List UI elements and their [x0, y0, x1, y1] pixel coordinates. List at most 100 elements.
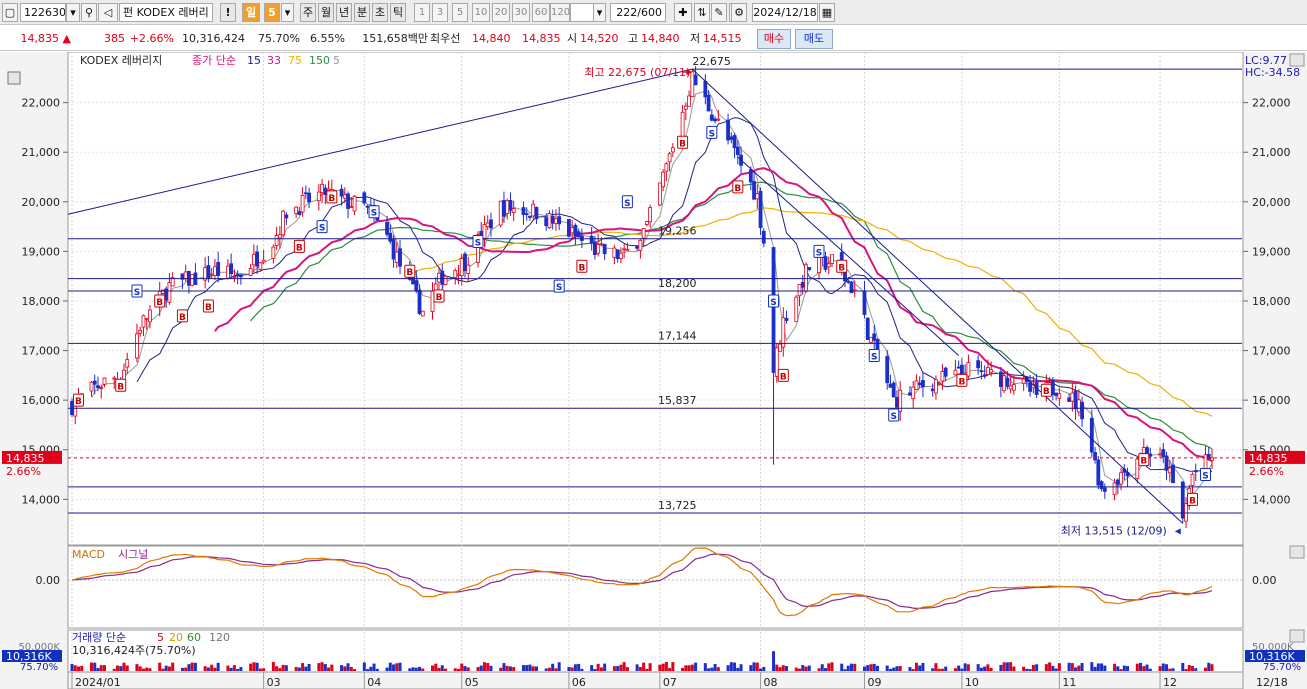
candle-body [284, 214, 289, 219]
period-button-4[interactable]: 초 [372, 3, 388, 22]
candle-body [635, 245, 640, 249]
minute-step-1[interactable]: 1 [414, 3, 430, 22]
volume-bar [171, 662, 175, 671]
volume-bar [869, 664, 873, 671]
volume-bar [1142, 666, 1146, 671]
period-day-button[interactable]: 일 [242, 3, 260, 22]
period-button-1[interactable]: 월 [318, 3, 334, 22]
stock-chart[interactable]: B B S B B B B S B S B B S S B S B S B S B S B S S B B B B S 2024/01 03… [0, 52, 1307, 689]
count-dropdown-icon[interactable]: ▾ [593, 3, 606, 22]
minute-step-5[interactable]: 5 [452, 3, 468, 22]
volume-panel-menu-icon[interactable] [1289, 629, 1305, 643]
minute-step-30[interactable]: 30 [512, 3, 530, 22]
volume-bar [102, 665, 106, 671]
candle-body [794, 296, 799, 322]
crosshair-icon[interactable]: ✚ [674, 3, 692, 22]
hc-value: HC:-34.58 [1245, 66, 1300, 79]
minute-step-120[interactable]: 120 [550, 3, 570, 22]
sell-button[interactable]: 매도 [795, 29, 833, 49]
volume-bar [599, 667, 603, 671]
volume-bar [875, 665, 879, 671]
volume-bar [824, 668, 828, 671]
volume-bar [482, 662, 486, 671]
signal-letter: B [328, 194, 335, 204]
candle-body [557, 216, 562, 225]
candle-body [398, 248, 402, 267]
candle-body [190, 274, 195, 286]
alert-button[interactable]: ! [220, 3, 236, 22]
candle-body [521, 207, 526, 215]
x-axis-label: 05 [465, 676, 479, 689]
volume-bar [1194, 668, 1198, 671]
volume-bar [1119, 669, 1123, 671]
tools-icon[interactable]: ✎ [711, 3, 727, 22]
date-field[interactable]: 2024/12/18 [752, 3, 818, 22]
period-dropdown-icon[interactable]: ▾ [281, 3, 294, 22]
volume-bar [431, 665, 435, 671]
volume-bar [940, 668, 944, 671]
volume-bar [125, 665, 129, 671]
compare-icon[interactable]: ⇅ [694, 3, 710, 22]
volume-bar [1022, 666, 1026, 671]
candle-body [758, 191, 763, 228]
stock-code-input[interactable]: 122630 [20, 3, 66, 22]
candle-body [823, 256, 828, 270]
buy-signal-icon [154, 294, 166, 308]
candle-body [960, 364, 964, 375]
candle-body [982, 374, 987, 377]
candle-body [320, 183, 324, 194]
volume-bar [596, 663, 600, 671]
candle-body [1135, 458, 1140, 479]
search-icon[interactable]: ⚲ [81, 3, 97, 22]
period-button-2[interactable]: 년 [336, 3, 352, 22]
volume-bar [1116, 666, 1120, 671]
candle-body [940, 371, 945, 382]
volume-bar [645, 668, 649, 671]
candle-body [755, 193, 760, 200]
speaker-icon[interactable]: ◁ [98, 3, 118, 22]
volume-bar [989, 667, 993, 671]
candle-body [453, 270, 458, 278]
candle-body [729, 136, 734, 140]
period-number-input[interactable]: 5 [264, 3, 280, 22]
minute-step-3[interactable]: 3 [432, 3, 448, 22]
current-pct-label: 2.66% [6, 465, 41, 478]
macd-zero-right: 0.00 [1252, 574, 1277, 587]
volume-bar [502, 663, 506, 671]
volume-bar [853, 663, 857, 671]
volume-bar [898, 666, 902, 671]
signal-letter: B [117, 382, 124, 392]
code-dropdown-icon[interactable]: ▾ [66, 3, 80, 22]
candle-body [1076, 399, 1081, 413]
volume-bar [642, 662, 646, 671]
period-button-0[interactable]: 주 [300, 3, 316, 22]
period-button-3[interactable]: 분 [354, 3, 370, 22]
y-tick-label-left: 18,000 [22, 295, 61, 308]
signal-label: 시그널 [118, 548, 148, 561]
macd-panel-menu-icon[interactable] [1289, 545, 1305, 559]
gear-icon[interactable]: ⚙ [731, 3, 747, 22]
candle-body [703, 80, 708, 98]
menu-icon[interactable]: ▢ [2, 3, 18, 22]
buy-signal-icon [326, 190, 338, 204]
panel-menu-icon[interactable] [7, 71, 21, 85]
volume-bar [398, 662, 402, 671]
signal-letter: B [406, 268, 413, 278]
volume-bar [603, 663, 607, 671]
price-panel-menu-icon[interactable] [1289, 53, 1305, 67]
minute-step-20[interactable]: 20 [492, 3, 510, 22]
minute-step-60[interactable]: 60 [532, 3, 550, 22]
period-button-5[interactable]: 틱 [390, 3, 406, 22]
volume-bar [671, 662, 675, 671]
count-display[interactable]: 222/600 [610, 3, 666, 22]
buy-button[interactable]: 매수 [757, 29, 791, 49]
volume-bar [317, 663, 321, 671]
candle-body [934, 379, 938, 394]
stock-name-field[interactable]: 펀 KODEX 레버리 [119, 3, 213, 22]
minute-step-10[interactable]: 10 [472, 3, 490, 22]
candle-body [297, 211, 302, 215]
toolbar: ▢ 122630 ▾ ⚲ ◁ 펀 KODEX 레버리 ! 일 5 ▾ ▾ 222… [0, 0, 1307, 25]
current-price-badge [1245, 450, 1305, 464]
calendar-icon[interactable]: ▦ [819, 3, 835, 22]
low-annotation: 최저 13,515 (12/09) [1061, 524, 1167, 537]
